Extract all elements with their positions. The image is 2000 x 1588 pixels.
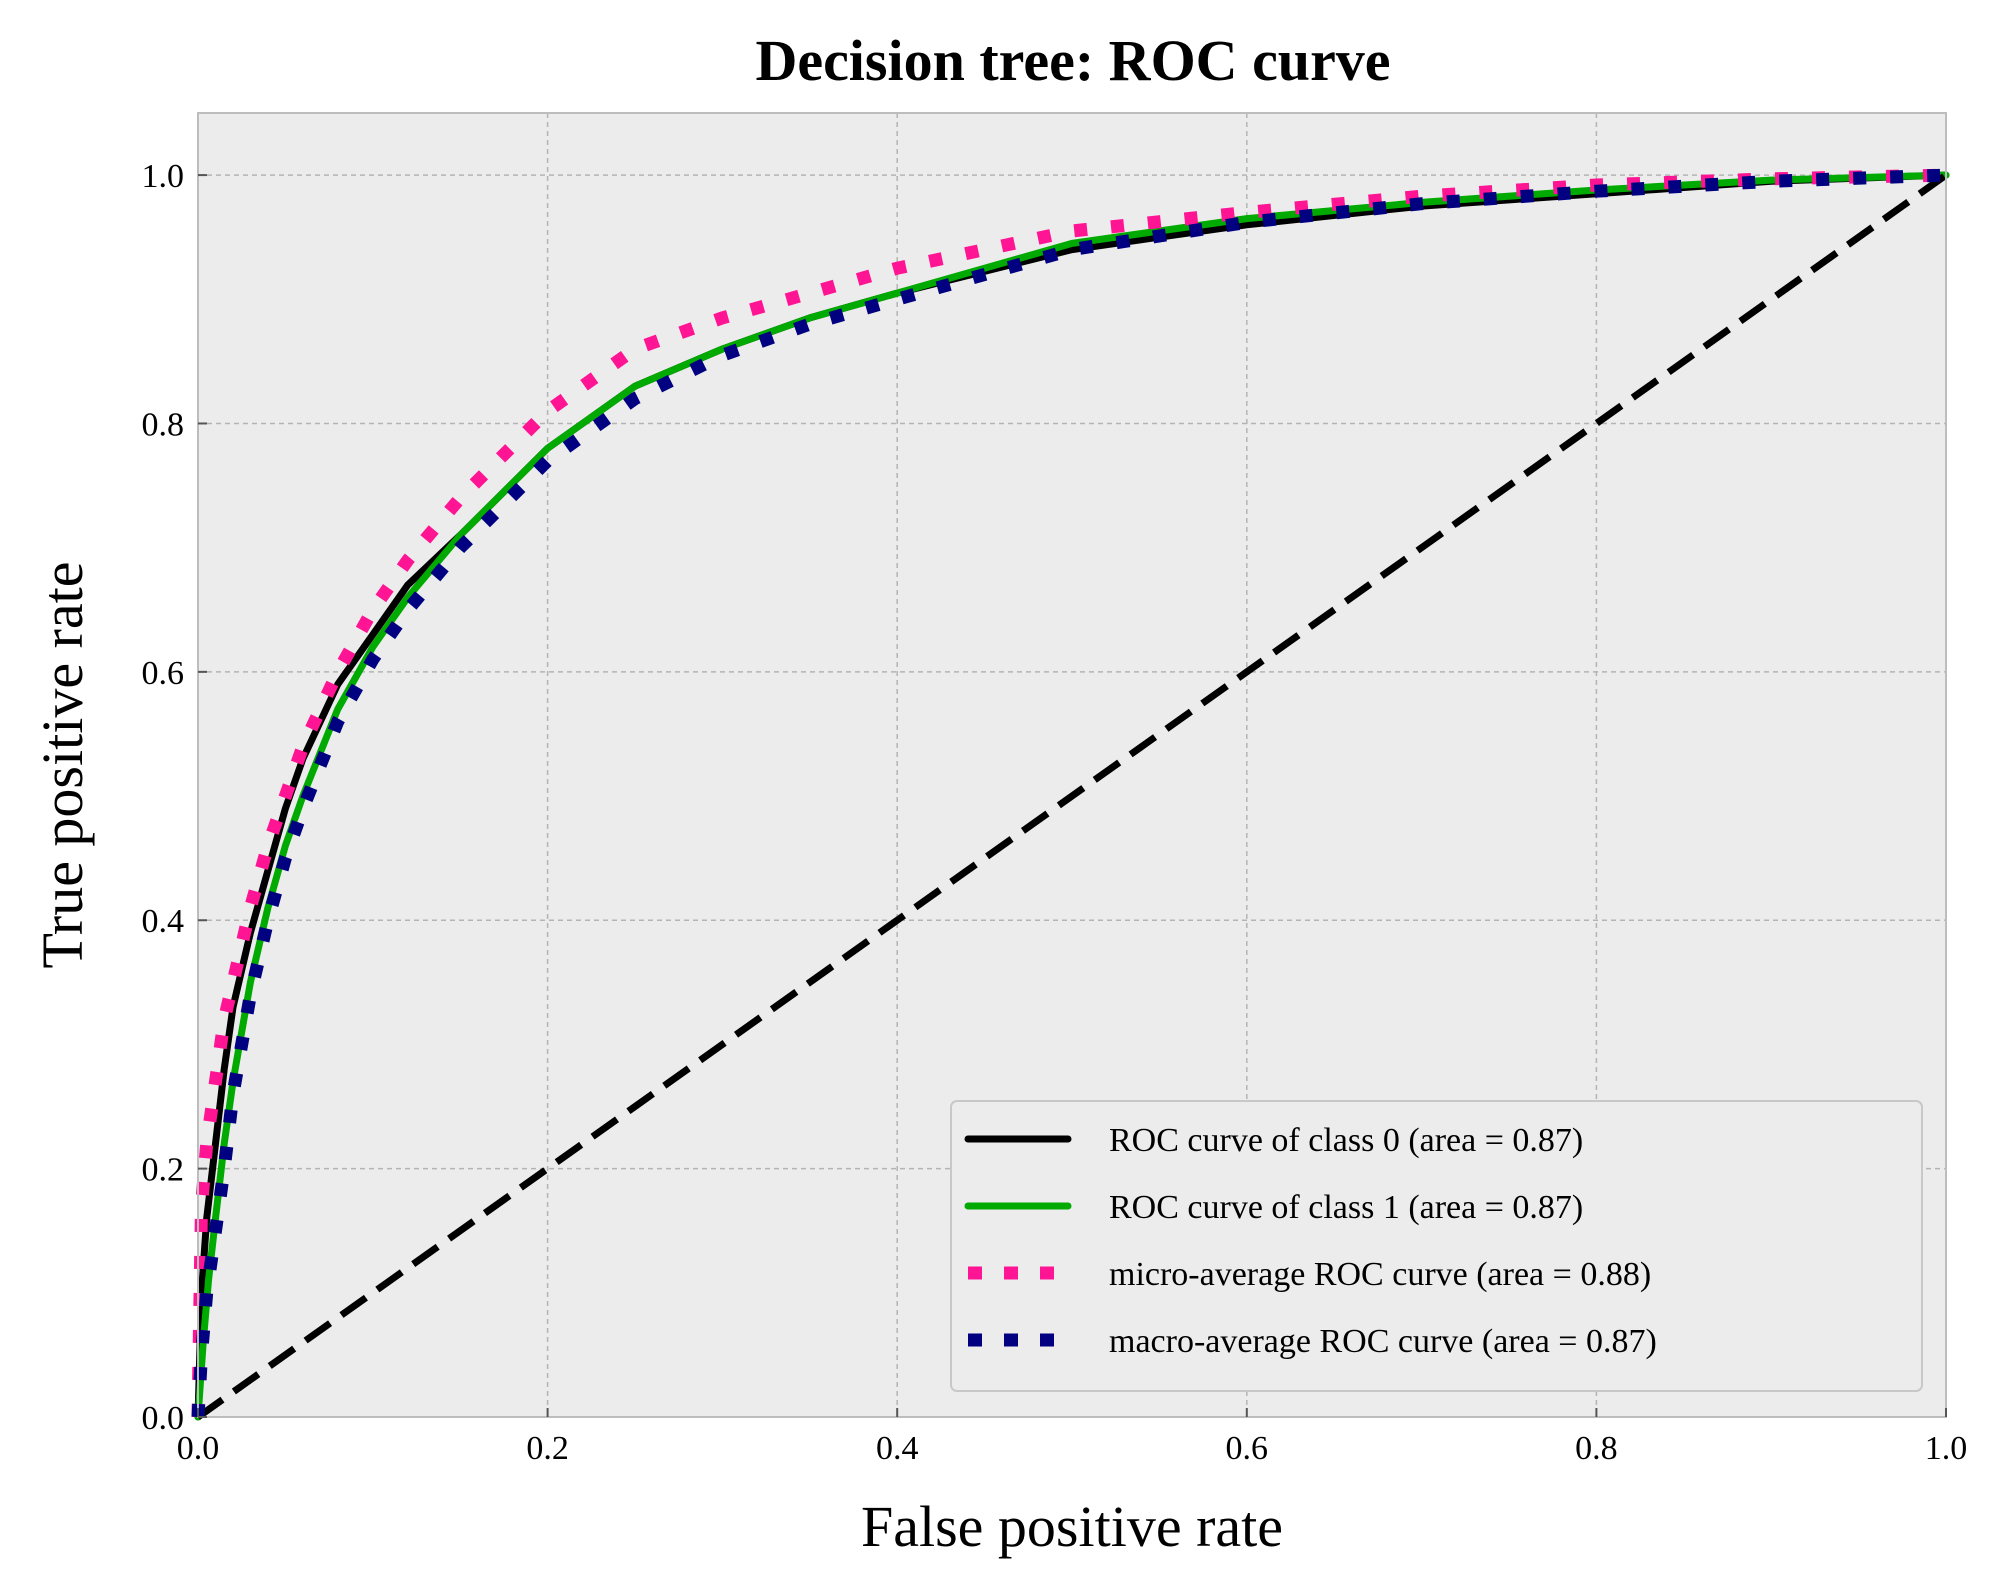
y-tick-label: 0.6	[142, 655, 185, 692]
y-tick-label: 0.2	[142, 1152, 185, 1189]
series-line-1	[194, 171, 1950, 1421]
chance-diagonal-line	[195, 172, 1949, 1420]
y-tick-label: 1.0	[142, 158, 185, 195]
legend-label: ROC curve of class 1 (area = 0.87)	[1109, 1189, 1583, 1226]
legend-label: micro-average ROC curve (area = 0.88)	[1109, 1256, 1651, 1293]
y-tick-label: 0.4	[142, 903, 185, 940]
legend-label: ROC curve of class 0 (area = 0.87)	[1109, 1122, 1583, 1159]
x-axis-label: False positive rate	[861, 1494, 1283, 1559]
series-line-2	[191, 168, 1947, 1418]
y-tick-label: 0.0	[142, 1400, 185, 1437]
chart-title: Decision tree: ROC curve	[755, 28, 1390, 93]
x-tick-label: 0.4	[876, 1430, 919, 1467]
x-tick-label: 0.0	[177, 1430, 220, 1467]
x-tick-label: 0.2	[526, 1430, 569, 1467]
legend-box	[950, 1100, 1923, 1392]
x-tick-label: 1.0	[1925, 1430, 1968, 1467]
y-axis-ticks: 0.0 0.2 0.4 0.6 0.8 1.0	[142, 158, 207, 1437]
legend: ROC curve of class 0 (area = 0.87) ROC cu…	[950, 1100, 1923, 1392]
x-tick-label: 0.6	[1226, 1430, 1269, 1467]
series-layer	[191, 168, 1950, 1421]
series-line-0	[194, 171, 1950, 1421]
y-tick-label: 0.8	[142, 406, 185, 443]
legend-label: macro-average ROC curve (area = 0.87)	[1109, 1323, 1657, 1360]
y-axis-label: True positive rate	[30, 561, 95, 968]
plot-frame	[197, 112, 1947, 1418]
x-tick-label: 0.8	[1575, 1430, 1618, 1467]
x-axis-ticks: 0.0 0.2 0.4 0.6 0.8 1.0	[177, 1408, 1968, 1467]
